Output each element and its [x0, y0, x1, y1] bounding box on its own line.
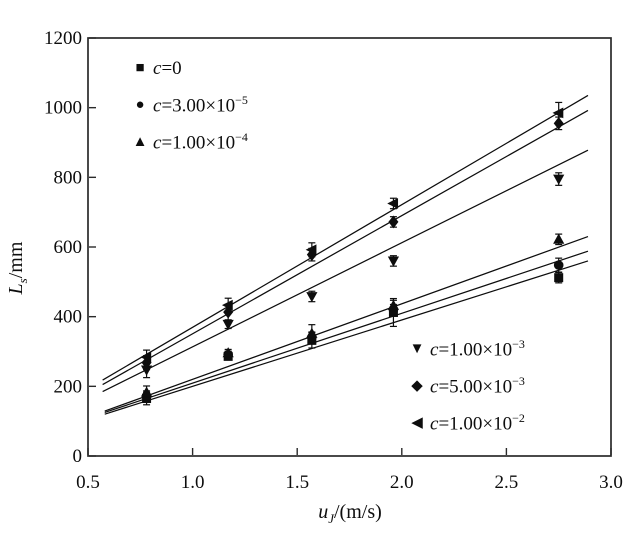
legend-bottom: ▼ c=1.00×10−3 ◆ c=5.00×10−3 ◀ c=1.00×10−2 — [404, 331, 525, 442]
x-tick-label: 1.5 — [285, 472, 309, 493]
marker-triangle-up — [387, 299, 400, 310]
fit-line — [104, 260, 589, 415]
legend-label: c=1.00×10−4 — [153, 130, 248, 154]
y-axis-title: Ls/mm — [3, 208, 30, 328]
triangle-down-marker-icon: ▼ — [409, 341, 425, 357]
x-tick-label: 3.0 — [599, 472, 623, 493]
legend-item: ◆ c=5.00×10−3 — [404, 368, 525, 405]
marker-triangle-left — [305, 244, 317, 256]
marker-triangle-up — [140, 386, 153, 397]
y-tick-label: 1200 — [44, 28, 82, 49]
y-axis-variable: L — [5, 283, 27, 295]
legend-label: c=1.00×10−3 — [430, 337, 525, 361]
y-axis-subscript: s — [15, 278, 30, 284]
legend-label: c=3.00×10−5 — [153, 93, 248, 117]
y-tick-label: 600 — [54, 237, 83, 258]
marker-circle — [553, 260, 564, 270]
fit-line — [102, 149, 589, 393]
x-axis-units: /(m/s) — [334, 501, 382, 523]
legend-top: ■ c=0 ● c=3.00×10−5 ▲ c=1.00×10−4 — [127, 50, 248, 161]
legend-item: ● c=3.00×10−5 — [127, 87, 248, 124]
x-tick-label: 2.5 — [495, 472, 519, 493]
marker-triangle-up — [306, 327, 318, 338]
marker-triangle-up — [222, 347, 234, 358]
y-tick-label: 0 — [73, 446, 83, 467]
legend-label: c=5.00×10−3 — [430, 374, 525, 398]
y-tick-label: 1000 — [44, 98, 82, 119]
marker-triangle-down — [387, 256, 400, 267]
square-marker-icon: ■ — [135, 60, 145, 76]
diamond-marker-icon: ◆ — [411, 378, 423, 394]
marker-triangle-left — [387, 198, 399, 209]
marker-triangle-left — [140, 351, 152, 363]
marker-triangle-down — [140, 365, 153, 376]
legend-label: c=1.00×10−2 — [430, 411, 525, 435]
y-tick-label: 200 — [54, 376, 83, 397]
x-tick-label: 0.5 — [76, 472, 100, 493]
x-tick-label: 2.0 — [390, 472, 414, 493]
x-axis-subscript: J — [328, 511, 334, 526]
marker-triangle-down — [306, 292, 318, 303]
legend-item: ▼ c=1.00×10−3 — [404, 331, 525, 368]
marker-triangle-left — [221, 299, 233, 311]
marker-triangle-down — [553, 174, 565, 185]
legend-item: ■ c=0 — [127, 50, 248, 87]
legend-label: c=0 — [153, 57, 182, 79]
x-tick-label: 1.0 — [181, 472, 205, 493]
legend-item: ◀ c=1.00×10−2 — [404, 405, 525, 442]
y-tick-label: 800 — [54, 167, 83, 188]
triangle-up-marker-icon: ▲ — [132, 134, 148, 150]
marker-triangle-up — [553, 233, 565, 244]
y-axis-units: /mm — [5, 241, 27, 279]
marker-triangle-down — [222, 319, 234, 331]
fit-line — [102, 109, 589, 386]
plot-frame — [87, 37, 612, 457]
marker-square — [554, 273, 564, 283]
triangle-left-marker-icon: ◀ — [411, 415, 423, 431]
fit-line — [104, 250, 589, 414]
fit-line — [104, 235, 589, 412]
y-tick-label: 400 — [54, 307, 83, 328]
marker-diamond — [388, 215, 399, 229]
circle-marker-icon: ● — [135, 97, 145, 113]
x-axis-title: uJ/(m/s) — [260, 501, 440, 527]
x-axis-variable: u — [318, 501, 329, 523]
marker-triangle-left — [552, 107, 564, 119]
fit-line — [102, 94, 589, 381]
legend-item: ▲ c=1.00×10−4 — [127, 124, 248, 161]
